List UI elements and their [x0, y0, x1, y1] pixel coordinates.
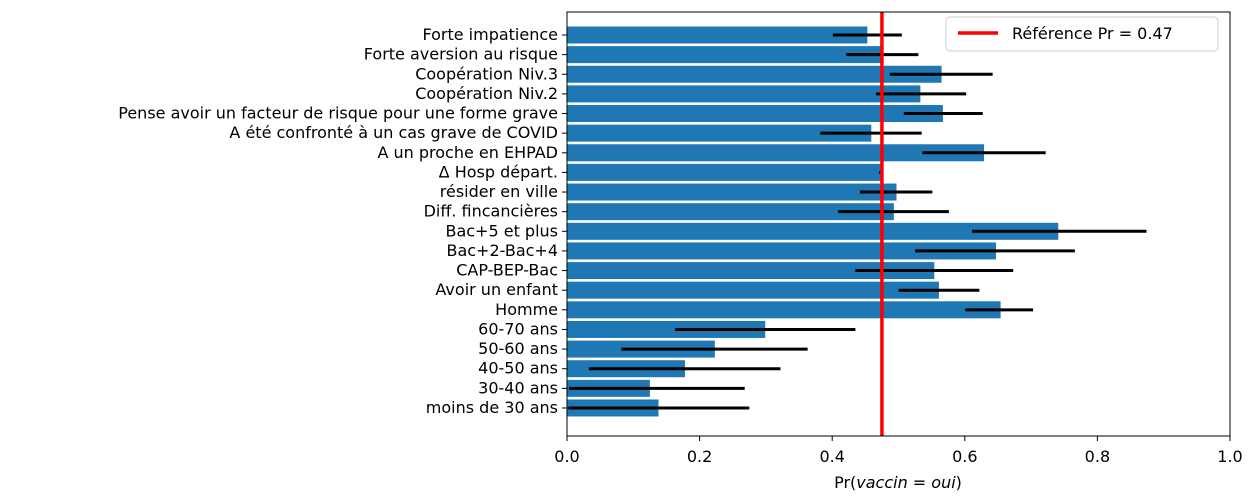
bar	[567, 222, 1059, 240]
y-tick-label: moins de 30 ans	[426, 398, 558, 417]
x-axis-label-prefix: Pr(	[834, 473, 856, 492]
x-tick-label: 0.8	[1085, 447, 1110, 466]
y-tick-label: Forte aversion au risque	[364, 45, 558, 64]
x-tick-label: 1.0	[1217, 447, 1242, 466]
y-tick-label: 30-40 ans	[478, 378, 558, 397]
x-tick-label: 0.4	[819, 447, 844, 466]
bars-group	[567, 26, 1059, 417]
y-tick-label: Bac+5 et plus	[445, 221, 558, 240]
bar	[567, 65, 942, 83]
y-tick-label: Δ Hosp départ.	[439, 162, 558, 181]
bar	[567, 320, 766, 338]
y-tick-label: Coopération Niv.3	[415, 64, 558, 83]
y-tick-label: 40-50 ans	[478, 359, 558, 378]
x-tick-label: 0.6	[952, 447, 977, 466]
y-tick-label: A un proche en EHPAD	[377, 143, 558, 162]
y-tick-label: résider en ville	[440, 182, 558, 201]
x-tick-label: 0.0	[554, 447, 579, 466]
y-tick-label: A été confronté à un cas grave de COVID	[229, 123, 558, 142]
bar	[567, 85, 921, 103]
bar	[567, 281, 939, 299]
bar	[567, 203, 894, 221]
x-axis-label-suffix: )	[956, 473, 962, 492]
y-tick-label: Bac+2-Bac+4	[446, 241, 558, 260]
y-tick-label: 50-60 ans	[478, 339, 558, 358]
y-tick-label: Avoir un enfant	[435, 280, 558, 299]
y-tick-label: Pense avoir un facteur de risque pour un…	[118, 104, 558, 123]
bar	[567, 183, 897, 201]
bar	[567, 163, 881, 181]
y-tick-label: Coopération Niv.2	[415, 84, 558, 103]
y-tick-label: CAP-BEP-Bac	[456, 261, 558, 280]
x-axis-label: Pr(vaccin = oui)	[834, 473, 962, 492]
y-tick-label: Homme	[495, 300, 558, 319]
legend-label-reference: Référence Pr = 0.47	[1012, 24, 1173, 43]
legend-box	[945, 16, 1219, 52]
y-tick-label: Forte impatience	[422, 25, 558, 44]
x-axis-label-italic: vaccin = oui	[856, 473, 956, 492]
y-tick-label: Diff. fincancières	[424, 202, 558, 221]
bar	[567, 26, 868, 44]
y-tick-label: 60-70 ans	[478, 319, 558, 338]
legend: Référence Pr = 0.47	[945, 16, 1219, 52]
bar	[567, 124, 872, 142]
bar	[567, 301, 1001, 319]
plot-frame	[566, 11, 1231, 437]
bar	[567, 105, 943, 123]
bar	[567, 144, 985, 162]
bar	[567, 242, 996, 260]
x-tick-label: 0.2	[687, 447, 712, 466]
bar	[567, 262, 935, 280]
x-axis: 0.0 0.2 0.4 0.6 0.8 1.0	[554, 436, 1243, 466]
bar	[567, 46, 881, 64]
